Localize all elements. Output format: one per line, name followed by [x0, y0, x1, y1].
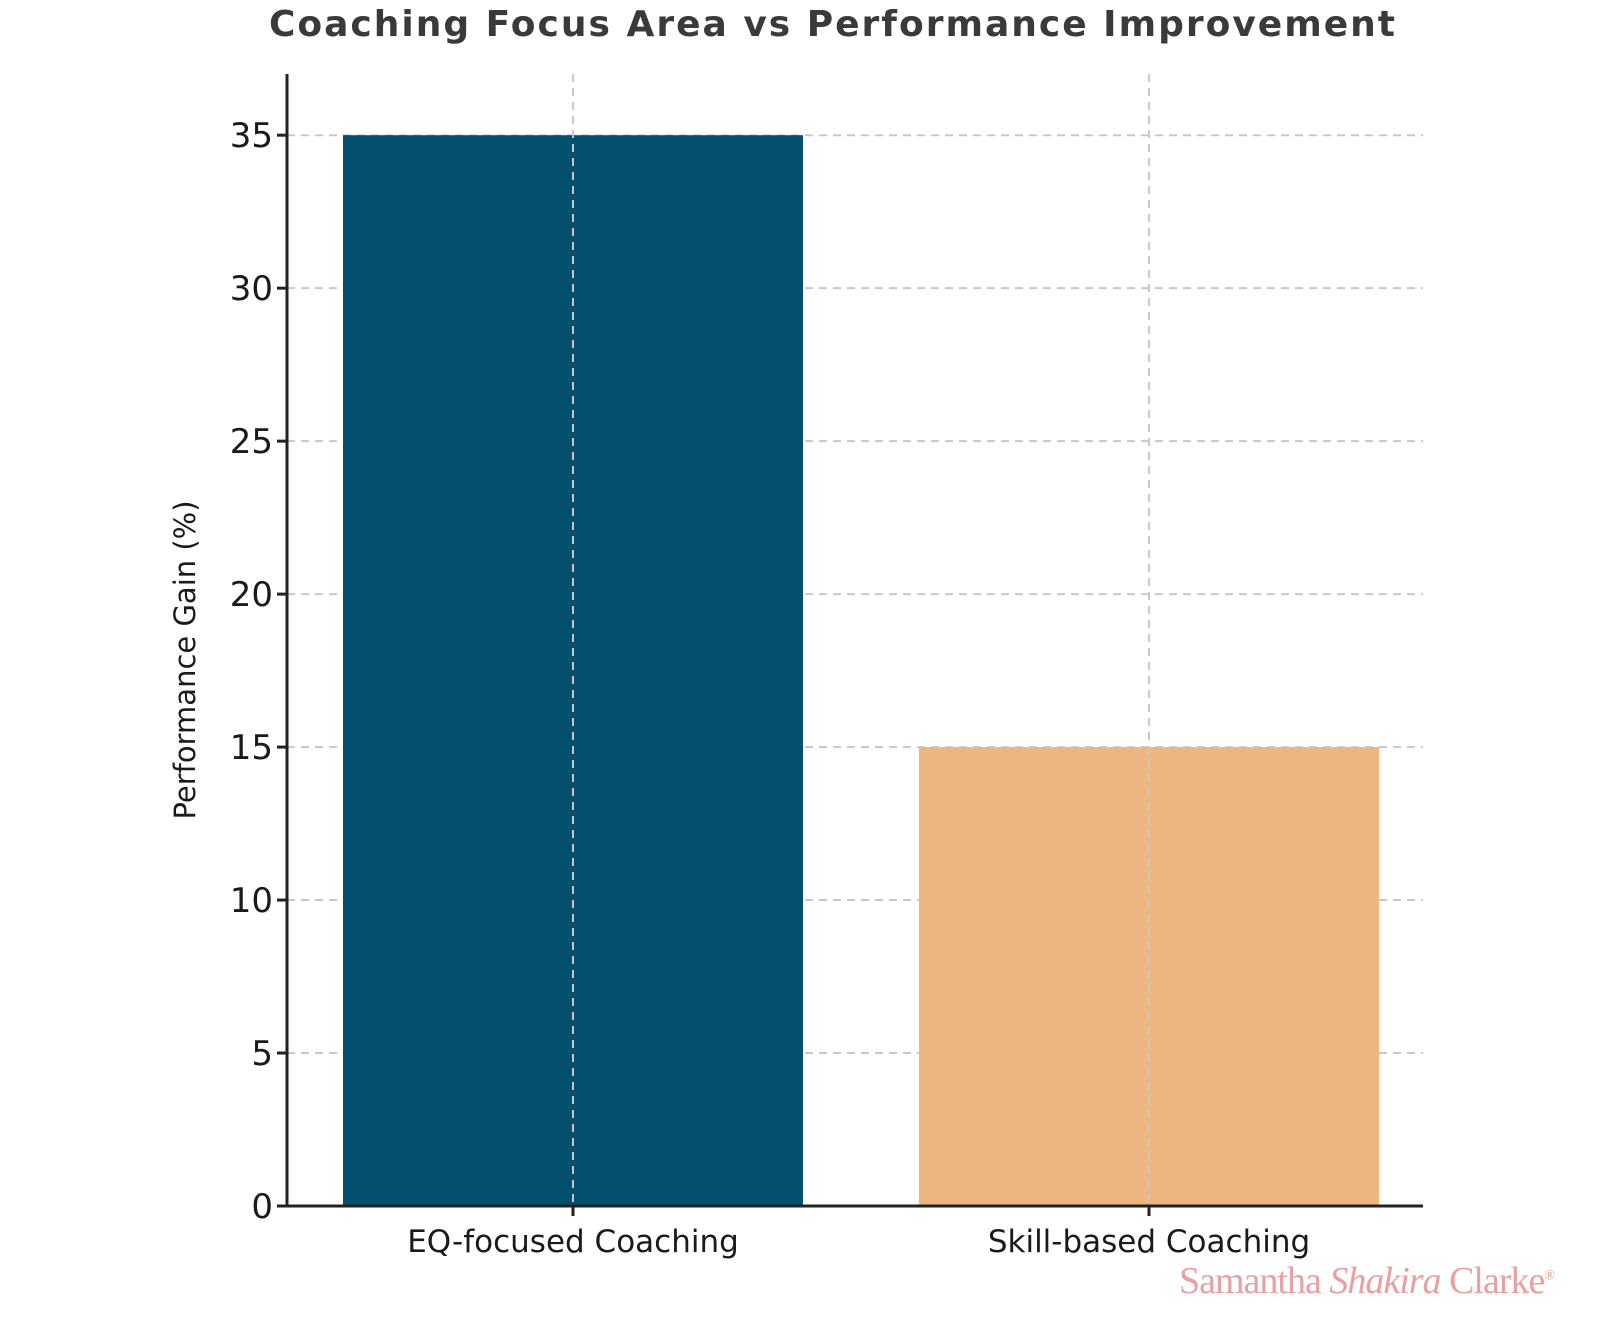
chart-title: Coaching Focus Area vs Performance Impro… [269, 4, 1397, 45]
y-axis-title: Performance Gain (%) [168, 500, 202, 819]
y-tick-label: 15 [230, 728, 273, 768]
watermark-last: Clarke [1449, 1260, 1545, 1302]
registered-mark: ® [1544, 1268, 1555, 1284]
y-tick-label: 5 [251, 1034, 273, 1074]
y-tick-label: 10 [230, 881, 273, 921]
x-tick-label: Skill-based Coaching [988, 1224, 1310, 1260]
vertical-grid [572, 74, 1150, 1206]
y-tick-labels: 0 5 10 15 20 25 30 35 [230, 116, 273, 1227]
watermark-middle: Shakira [1329, 1260, 1441, 1302]
watermark-logo: Samantha Shakira Clarke® [1178, 1259, 1555, 1303]
y-tick-label: 20 [230, 575, 273, 615]
watermark-first: Samantha [1178, 1260, 1322, 1302]
y-tick-label: 25 [230, 422, 273, 462]
axes [277, 74, 1423, 1216]
y-tick-label: 35 [230, 116, 273, 156]
x-tick-labels: EQ-focused Coaching Skill-based Coaching [407, 1224, 1310, 1260]
bars [343, 135, 1379, 1206]
y-tick-label: 0 [251, 1187, 273, 1227]
x-tick-label: EQ-focused Coaching [407, 1224, 739, 1260]
y-tick-label: 30 [230, 269, 273, 309]
